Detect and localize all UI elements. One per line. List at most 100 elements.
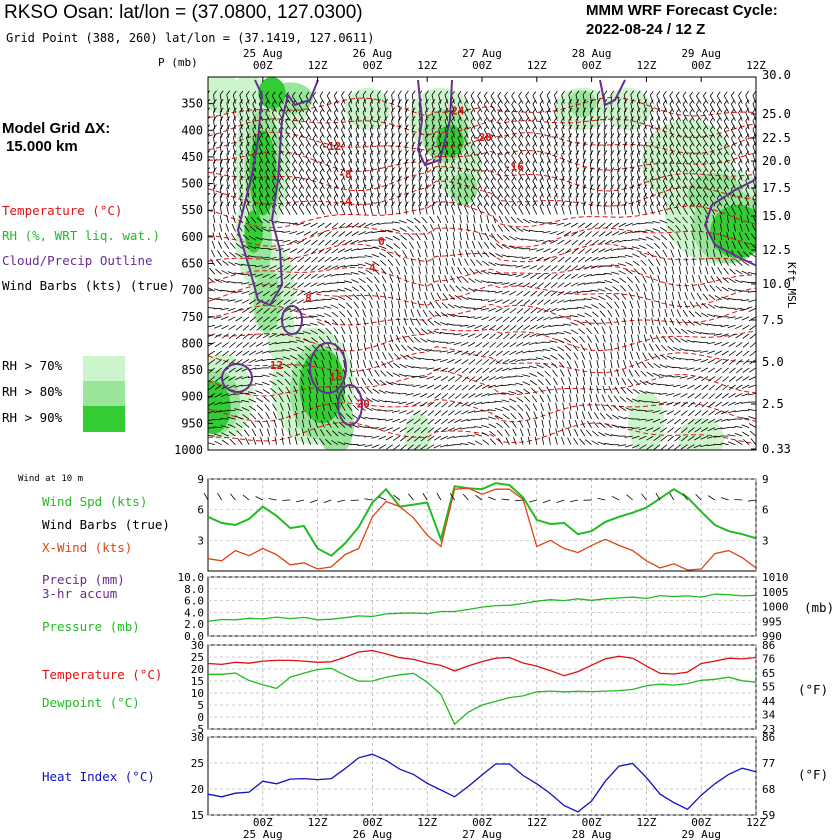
wind-barb-flag (582, 150, 587, 155)
wind-barb (384, 317, 387, 326)
wind-barb (575, 111, 579, 121)
wind-barb-flag (745, 99, 750, 105)
wind-barb (716, 206, 723, 215)
wind-barb (649, 171, 654, 181)
wind-barb (324, 265, 332, 270)
wind-barb (686, 376, 695, 380)
wind-barb (714, 295, 723, 301)
wind-barb (383, 343, 387, 352)
wind-barb (568, 171, 572, 181)
wind-barb-flag (444, 201, 449, 207)
wind-barb (358, 231, 366, 236)
wind-barb-flag (675, 125, 680, 131)
wind-barb (608, 386, 613, 394)
wind-barb (621, 300, 627, 309)
wind-barb (314, 428, 318, 437)
wind-barb-flag (245, 107, 250, 113)
wind-barb (495, 324, 503, 331)
wind-barb-flag (702, 125, 707, 131)
wind-barb (371, 427, 380, 429)
wind-barb (262, 218, 270, 224)
wind-barb (378, 444, 387, 449)
wind-barb (745, 188, 750, 198)
wind-barb (738, 241, 743, 249)
wind-barb (341, 394, 346, 403)
wind-barb (656, 163, 661, 172)
wind-barb (370, 325, 373, 334)
wind-barb (744, 232, 750, 241)
wind-barb (489, 350, 496, 357)
wind-barb (317, 328, 325, 335)
wind-barb (470, 129, 476, 138)
wind-barb-flag (738, 116, 742, 122)
wind-barb (700, 322, 709, 326)
wind-barb (431, 171, 435, 181)
wind-barb-flag (291, 159, 296, 165)
pressure-line (208, 593, 756, 622)
wind-barb-flag (291, 142, 296, 148)
wind-barb (604, 287, 613, 292)
wind-barb (675, 189, 681, 198)
wind-barb (365, 222, 373, 227)
wind-barb (425, 274, 428, 283)
wind-barb (680, 393, 688, 398)
wind-barb (707, 435, 716, 439)
wind-barb (297, 265, 305, 272)
wind-barb (266, 428, 270, 437)
wind-barb (302, 307, 311, 311)
wind-barb (503, 225, 510, 232)
wind-barb (666, 401, 674, 406)
wind-barb (483, 251, 490, 258)
wind-barb-flag (532, 185, 537, 190)
wind-barb (319, 206, 325, 215)
wind-barb-flag (696, 125, 700, 131)
wind-barb (716, 155, 723, 164)
wind-barb (229, 251, 236, 258)
wind-barb (637, 300, 640, 309)
wind-barb (248, 398, 257, 403)
wind-barb-flag (518, 91, 522, 97)
wind-barb (656, 180, 661, 190)
wind-barb (426, 339, 435, 343)
wind-barb (489, 242, 496, 249)
wind-barb-flag (682, 134, 687, 139)
wind-barb-flag (596, 99, 601, 104)
wind-barb (384, 308, 387, 317)
wind-barb-flag (425, 99, 429, 104)
wind-barb (416, 309, 421, 317)
wind-barb-flag (546, 142, 551, 147)
wind-barb-flag (752, 193, 756, 198)
wind-barb (516, 333, 524, 339)
wind-barb (497, 155, 503, 164)
wind-barb (741, 384, 750, 389)
wind-barb (749, 324, 756, 331)
wind-barb (228, 367, 236, 373)
wind-barb-flag (730, 142, 735, 148)
wind-barb (208, 384, 216, 391)
wind-barb (480, 401, 489, 405)
wind-barb (341, 120, 346, 130)
wind-barb (447, 427, 455, 432)
wind-barb-flag (662, 150, 667, 156)
wind-barb (418, 283, 421, 292)
wind-barb-flag (355, 99, 360, 104)
wind-barb (425, 171, 428, 181)
wind-barb-flag (298, 159, 303, 165)
wind-barb (714, 350, 722, 355)
wind-barb (377, 145, 380, 155)
wind-barb (221, 324, 229, 330)
wind-barb (433, 320, 442, 326)
wind-barb (289, 248, 298, 253)
wind-barb (481, 384, 490, 390)
wind-barb (438, 266, 442, 275)
wind-barb (298, 138, 305, 147)
wind-barb (451, 120, 455, 130)
wind-barb (372, 388, 380, 394)
wind-barb (684, 292, 688, 300)
wind-barb (524, 396, 531, 403)
wind-barb (464, 112, 469, 121)
wind-barb (707, 418, 716, 424)
wind-barb-flag (723, 100, 728, 105)
wind-barb (535, 239, 544, 242)
wind-barb (307, 437, 312, 445)
